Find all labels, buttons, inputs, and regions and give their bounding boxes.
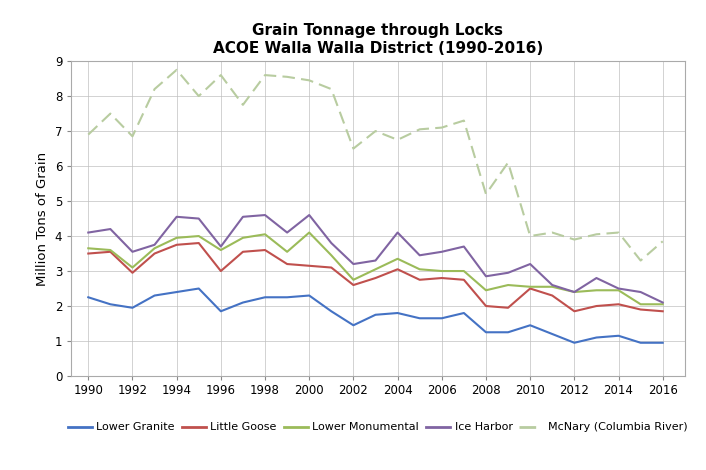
Y-axis label: Million Tons of Grain: Million Tons of Grain (36, 151, 49, 286)
Title: Grain Tonnage through Locks
ACOE Walla Walla District (1990-2016): Grain Tonnage through Locks ACOE Walla W… (213, 24, 543, 56)
Legend: Lower Granite, Little Goose, Lower Monumental, Ice Harbor, McNary (Columbia Rive: Lower Granite, Little Goose, Lower Monum… (68, 423, 688, 432)
